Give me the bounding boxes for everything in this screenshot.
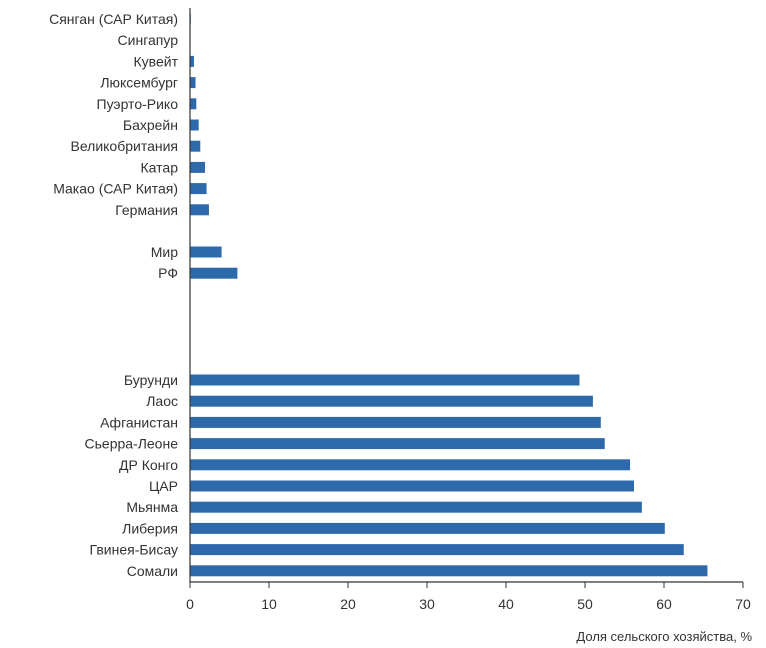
bar [190,204,209,216]
category-label: Великобритания [70,138,178,154]
category-label: Кувейт [134,53,179,69]
category-label: Либерия [122,520,178,536]
category-label: Пуэрто-Рико [97,96,179,112]
category-label: Сянган (САР Китая) [49,11,178,27]
bar [190,374,580,386]
x-tick-label: 20 [340,596,356,612]
category-label: Люксембург [100,75,178,91]
x-tick-label: 60 [656,596,672,612]
x-tick-label: 40 [498,596,514,612]
x-tick-label: 10 [261,596,277,612]
bar [190,565,708,577]
bar [190,140,201,152]
x-tick-label: 50 [577,596,593,612]
bar [190,395,593,407]
bar [190,119,199,131]
bar [190,55,194,67]
bars [190,13,708,577]
category-label: ЦАР [149,478,178,494]
x-axis-title: Доля сельского хозяйства, % [576,629,752,644]
category-label: Сьерра-Леоне [85,436,179,452]
category-label: Сомали [127,563,178,579]
bar [190,480,634,492]
bar [190,246,222,258]
bar [190,77,196,89]
category-label: Бурунди [124,372,178,388]
category-label: Катар [141,159,179,175]
bar [190,438,605,450]
category-label: РФ [158,265,178,281]
category-label: ДР Конго [119,457,178,473]
bar [190,544,684,556]
x-axis-ticks: 0 10 20 30 40 50 60 70 [186,582,751,612]
category-label: Сингапур [118,32,179,48]
bar [190,459,631,471]
category-labels: Сянган (САР Китая) Сингапур Кувейт Люксембу… [49,11,178,579]
category-label: Макао (САР Китая) [53,181,178,197]
bar [190,522,665,534]
bar [190,267,238,279]
category-label: Гвинея-Бисау [90,542,178,558]
category-label: Мьянма [126,499,178,515]
x-tick-label: 30 [419,596,435,612]
bar [190,183,207,195]
x-tick-label: 70 [735,596,751,612]
bar [190,161,206,173]
category-label: Мир [151,244,178,260]
category-label: Бахрейн [123,117,178,133]
category-label: Афганистан [100,414,178,430]
bar [190,98,197,110]
bar [190,416,601,428]
category-label: Германия [115,202,178,218]
bar [190,501,642,513]
category-label: Лаос [146,393,178,409]
x-tick-label: 0 [186,596,194,612]
